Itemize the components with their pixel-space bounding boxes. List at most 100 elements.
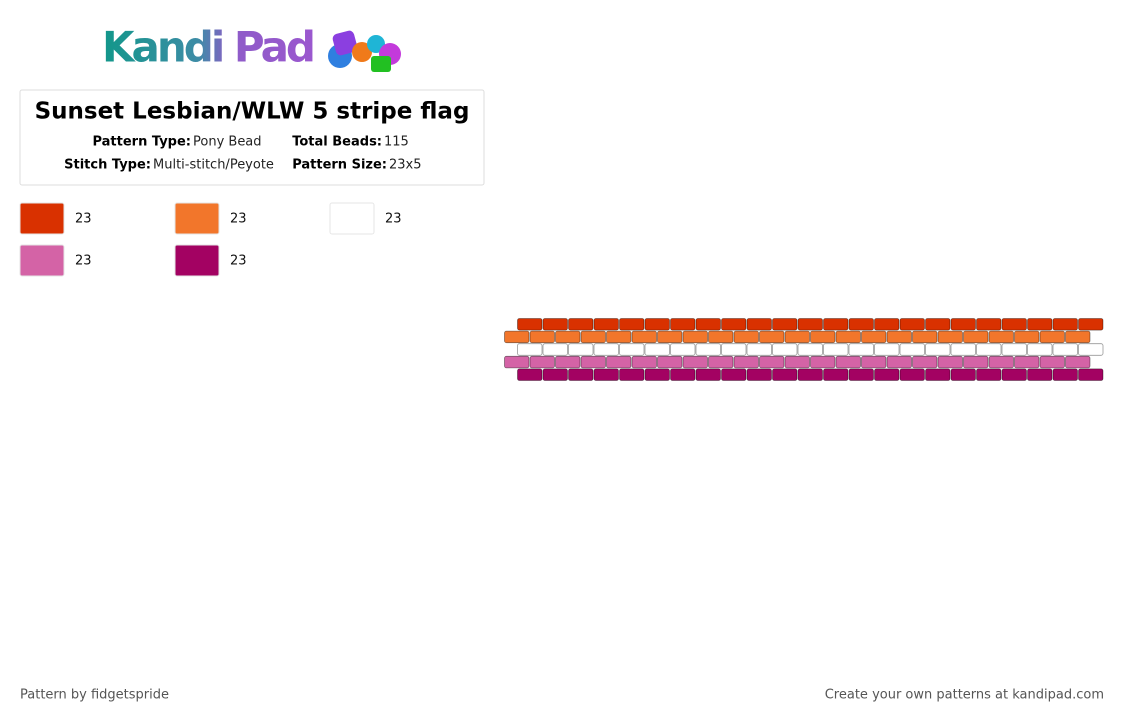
bead — [1078, 343, 1104, 356]
bead — [784, 355, 810, 369]
bead — [644, 318, 670, 331]
bead — [644, 368, 670, 381]
bead — [784, 330, 810, 344]
field-label: Total Beads: — [292, 135, 382, 150]
bead — [708, 355, 734, 369]
bead — [1027, 318, 1053, 331]
bead — [912, 355, 938, 369]
bead — [810, 330, 836, 344]
color-count: 23 — [75, 212, 92, 227]
bead — [950, 318, 976, 331]
bead — [912, 330, 938, 344]
logo-icon — [328, 30, 401, 72]
bead — [542, 318, 568, 331]
bead — [1052, 318, 1078, 331]
bead — [695, 343, 721, 356]
bead — [899, 318, 925, 331]
bead — [772, 368, 798, 381]
bead — [886, 330, 912, 344]
bead — [1027, 343, 1053, 356]
field-value: 115 — [384, 135, 409, 150]
field-label: Stitch Type: — [64, 158, 151, 173]
bead — [746, 343, 772, 356]
bead — [963, 330, 989, 344]
color-swatch — [19, 244, 65, 277]
bead — [529, 330, 555, 344]
bead — [759, 330, 785, 344]
bead — [682, 355, 708, 369]
bead — [1052, 368, 1078, 381]
bead — [937, 330, 963, 344]
bead — [874, 318, 900, 331]
bead — [746, 368, 772, 381]
bead — [976, 343, 1002, 356]
bead — [733, 355, 759, 369]
bead — [593, 343, 619, 356]
bead — [797, 318, 823, 331]
bead — [886, 355, 912, 369]
bead — [721, 318, 747, 331]
bead — [835, 355, 861, 369]
field-label: Pattern Size: — [292, 158, 387, 173]
bead — [988, 330, 1014, 344]
bead — [733, 330, 759, 344]
bead — [823, 343, 849, 356]
field-value: Multi-stitch/Peyote — [153, 158, 274, 173]
color-swatch — [174, 202, 220, 235]
bead — [593, 318, 619, 331]
bead — [695, 368, 721, 381]
bead — [517, 318, 543, 331]
bead — [670, 318, 696, 331]
bead — [925, 318, 951, 331]
bead — [670, 343, 696, 356]
bead — [797, 368, 823, 381]
color-swatch — [174, 244, 220, 277]
bead — [746, 318, 772, 331]
bead — [682, 330, 708, 344]
bead — [1001, 343, 1027, 356]
bead — [759, 355, 785, 369]
bead — [631, 330, 657, 344]
bead — [772, 318, 798, 331]
bead — [810, 355, 836, 369]
bead — [504, 355, 530, 369]
field-label: Pattern Type: — [92, 135, 191, 150]
bead — [708, 330, 734, 344]
bead — [568, 318, 594, 331]
bead — [542, 343, 568, 356]
bead — [1078, 318, 1104, 331]
bead — [555, 355, 581, 369]
bead — [874, 368, 900, 381]
bead — [504, 330, 530, 344]
field-value: Pony Bead — [193, 135, 262, 150]
bead — [1014, 355, 1040, 369]
bead — [988, 355, 1014, 369]
bead — [899, 343, 925, 356]
bead — [580, 355, 606, 369]
bead — [1078, 368, 1104, 381]
bead — [721, 368, 747, 381]
bead — [772, 343, 798, 356]
bead — [1027, 368, 1053, 381]
field-value: 23x5 — [389, 158, 422, 173]
credit[interactable]: Create your own patterns at kandipad.com — [825, 688, 1104, 703]
bead — [848, 318, 874, 331]
bead — [1052, 343, 1078, 356]
bead — [1039, 330, 1065, 344]
color-swatch — [329, 202, 375, 235]
bead — [695, 318, 721, 331]
pattern-title: Sunset Lesbian/WLW 5 stripe flag — [35, 99, 470, 125]
author[interactable]: Pattern by fidgetspride — [20, 688, 169, 703]
bead — [848, 368, 874, 381]
bead — [644, 343, 670, 356]
color-count: 23 — [230, 254, 247, 269]
bead — [1039, 355, 1065, 369]
bead — [568, 343, 594, 356]
bead — [593, 368, 619, 381]
logo[interactable]: Kandi Pad — [102, 23, 316, 72]
bead — [950, 343, 976, 356]
bead — [963, 355, 989, 369]
bead — [1014, 330, 1040, 344]
bead — [580, 330, 606, 344]
